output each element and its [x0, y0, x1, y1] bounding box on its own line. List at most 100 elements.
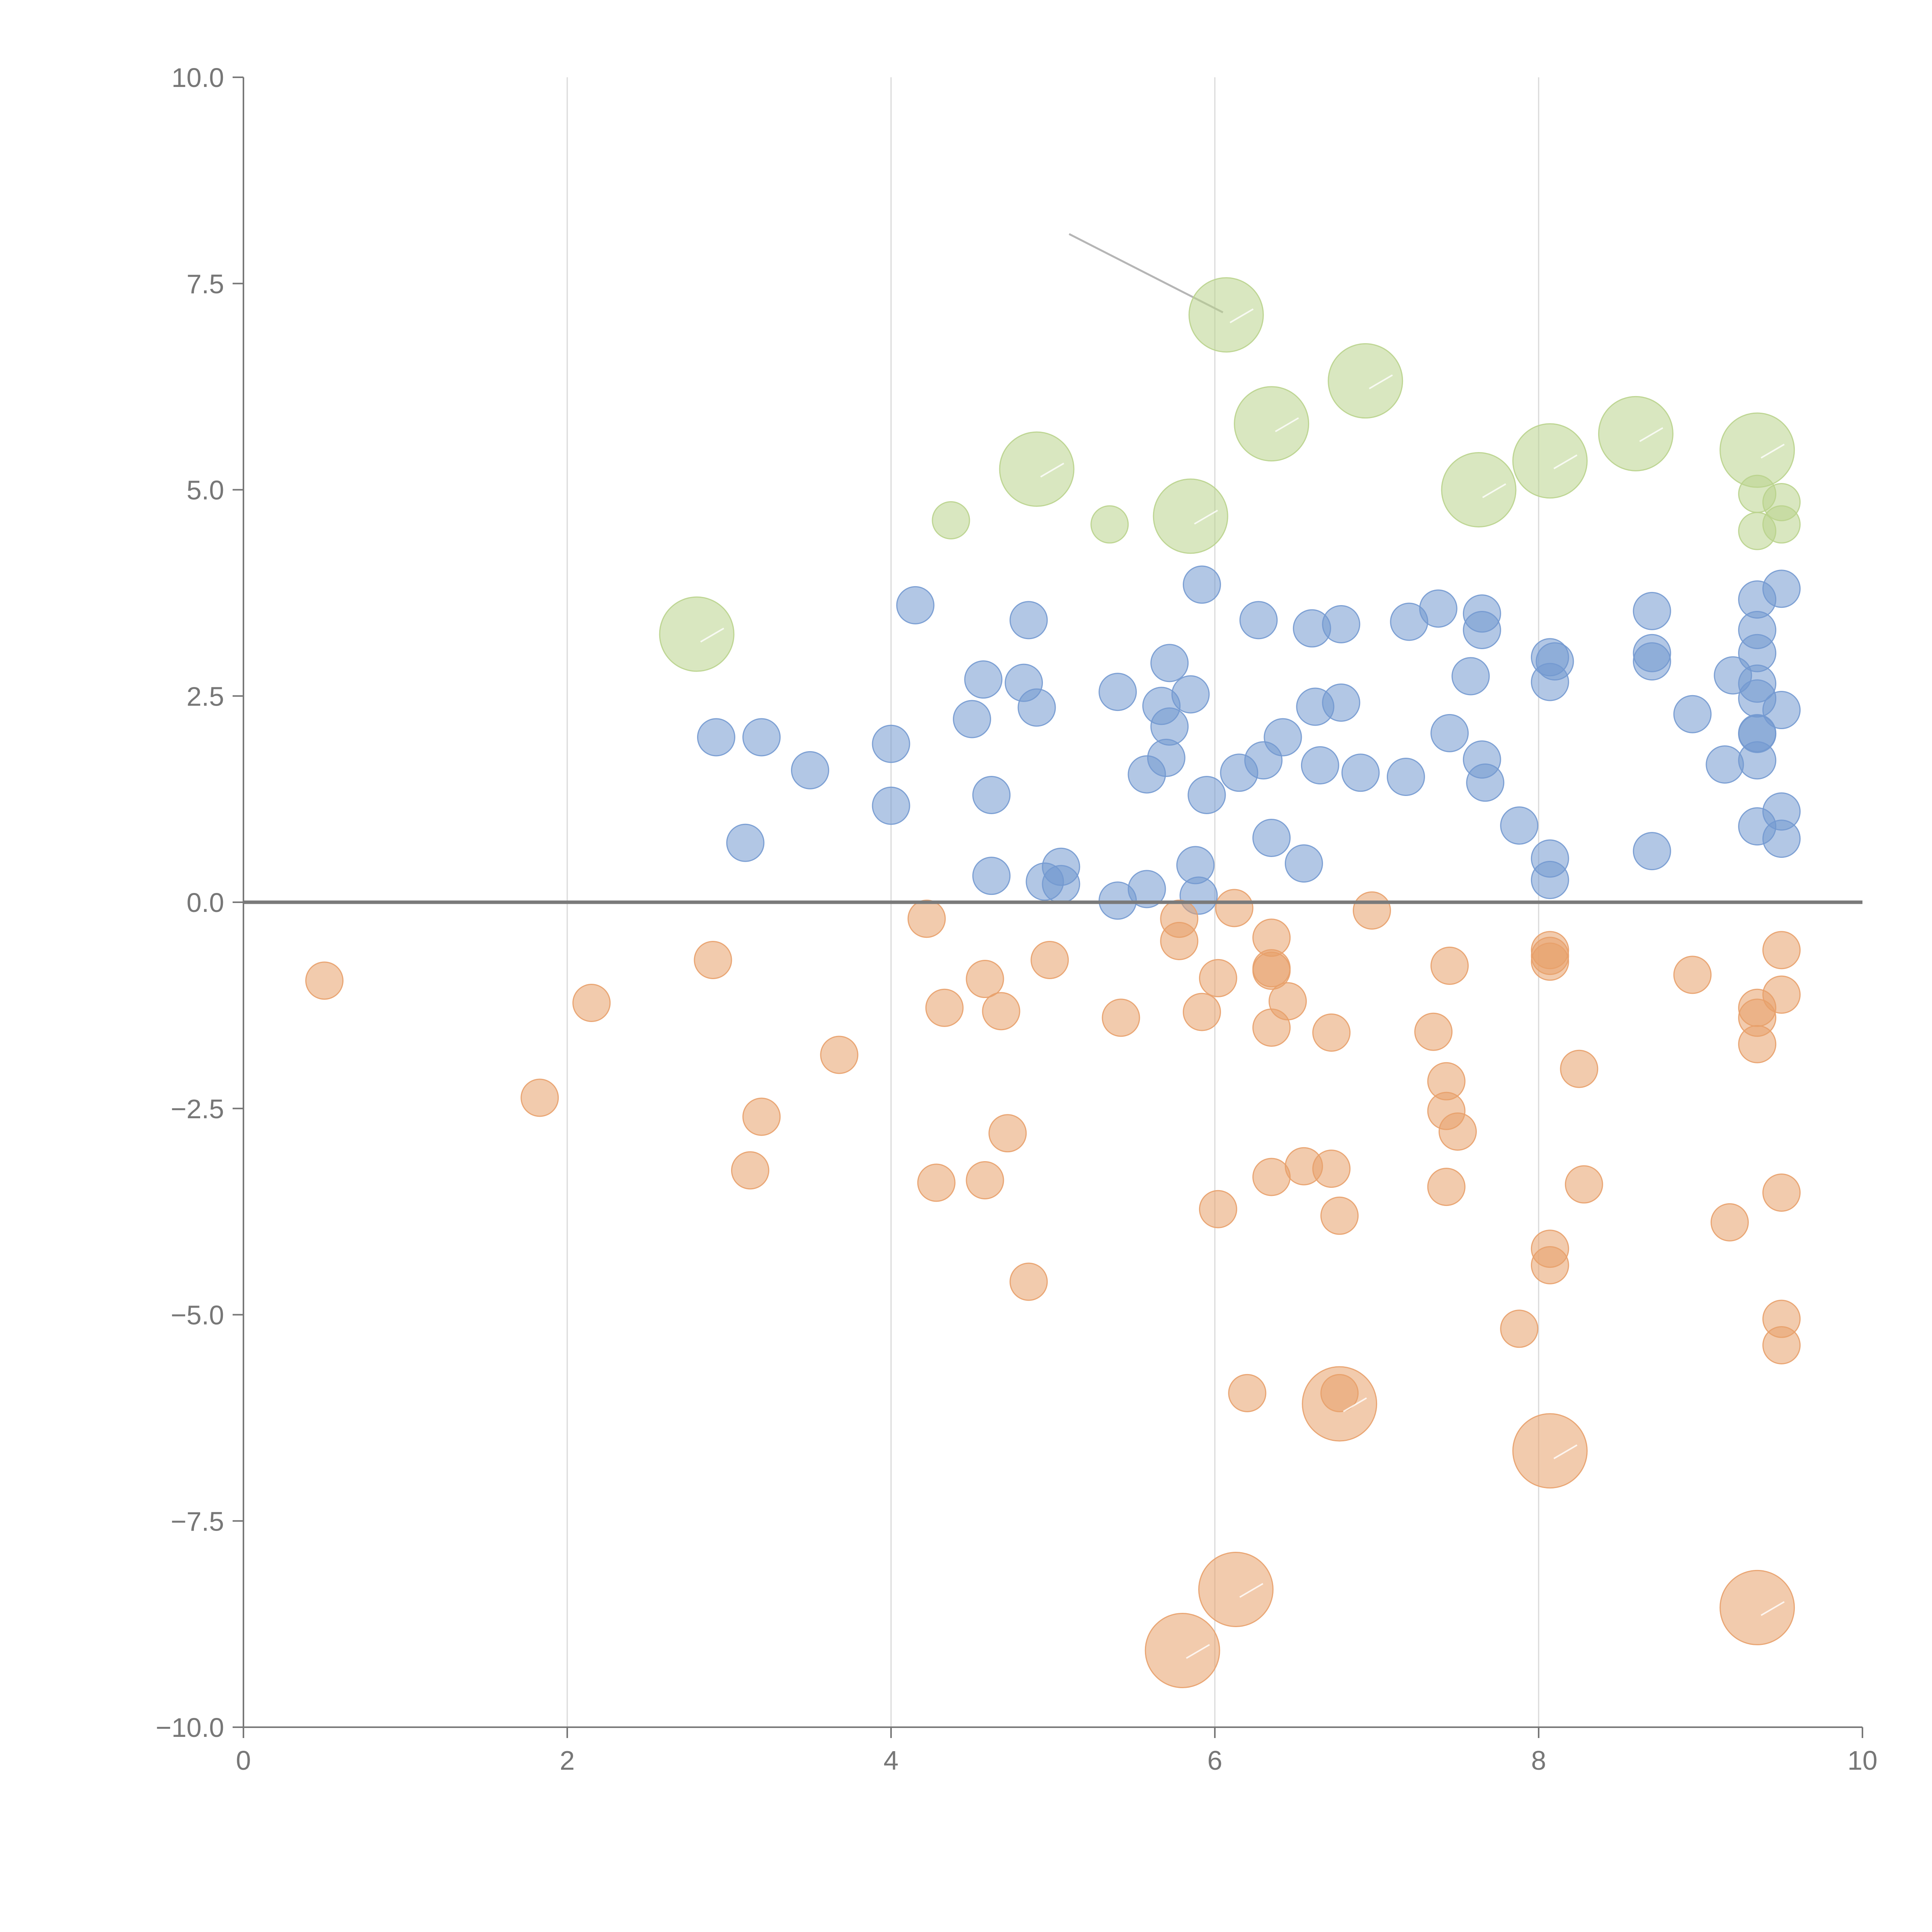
orange-bubble-highlight: [1343, 1397, 1367, 1412]
blue-data-point: [1531, 861, 1569, 899]
orange-data-point: [1145, 1612, 1220, 1688]
blue-data-point: [1099, 673, 1137, 711]
blue-data-point: [1182, 565, 1221, 604]
y-tick-label: 10.0: [172, 63, 224, 93]
green-bubble-highlight: [1230, 308, 1254, 323]
green-bubble-highlight: [1275, 417, 1299, 432]
blue-data-point: [1264, 718, 1302, 757]
orange-data-point: [917, 1163, 956, 1202]
green-data-point: [1153, 478, 1228, 554]
blue-data-point: [896, 586, 935, 624]
y-tick-label: −2.5: [171, 1094, 224, 1124]
green-bubble-highlight: [700, 628, 724, 643]
blue-data-point: [1252, 818, 1291, 857]
green-data-point: [932, 501, 970, 539]
orange-data-point: [1302, 1366, 1378, 1442]
blue-data-point: [791, 751, 829, 789]
blue-data-point: [972, 857, 1011, 895]
orange-data-point: [1199, 1190, 1237, 1228]
green-data-point: [1188, 277, 1264, 353]
blue-data-point: [1284, 844, 1323, 883]
green-data-point: [1090, 505, 1129, 544]
blue-data-point: [1500, 806, 1539, 845]
orange-data-point: [966, 1161, 1004, 1199]
blue-data-point: [1419, 589, 1458, 628]
x-tick-label: 0: [236, 1745, 251, 1776]
orange-data-point: [1414, 1012, 1453, 1051]
orange-data-point: [1160, 922, 1199, 960]
blue-data-point: [1738, 741, 1777, 780]
orange-data-point: [1228, 1374, 1267, 1412]
blue-data-point: [1009, 601, 1048, 639]
x-tick-label: 10: [1847, 1745, 1878, 1776]
orange-data-point: [982, 992, 1020, 1031]
blue-data-point: [1386, 757, 1425, 796]
orange-data-point: [572, 983, 611, 1022]
blue-data-point: [1633, 832, 1671, 871]
orange-data-point: [1252, 1158, 1291, 1196]
orange-data-point: [1762, 1173, 1801, 1212]
orange-data-point: [731, 1151, 769, 1190]
blue-data-point: [872, 786, 910, 825]
blue-data-point: [1301, 746, 1339, 785]
green-data-point: [659, 596, 735, 672]
x-tick-label: 4: [884, 1745, 899, 1776]
green-bubble-highlight: [1553, 454, 1578, 469]
orange-data-point: [1719, 1570, 1795, 1645]
orange-data-point: [1252, 951, 1291, 990]
blue-data-point: [1673, 695, 1712, 733]
orange-data-point: [907, 900, 946, 938]
orange-data-point: [988, 1114, 1027, 1153]
green-data-point: [1234, 386, 1310, 462]
blue-data-point: [1128, 870, 1166, 908]
green-bubble-highlight: [1760, 444, 1785, 459]
orange-bubble-highlight: [1186, 1644, 1210, 1659]
x-tick-label: 8: [1531, 1745, 1546, 1776]
orange-data-point: [1031, 940, 1069, 979]
blue-data-point: [697, 718, 735, 757]
orange-data-point: [1009, 1262, 1048, 1301]
orange-data-point: [1500, 1310, 1539, 1348]
orange-data-point: [1215, 889, 1253, 927]
y-tick-label: −5.0: [171, 1300, 224, 1330]
blue-data-point: [1633, 642, 1671, 681]
orange-data-point: [305, 961, 344, 1000]
blue-data-point: [1147, 738, 1185, 777]
blue-data-point: [1187, 776, 1226, 814]
data-points: [305, 233, 1801, 1688]
blue-data-point: [964, 660, 1003, 699]
blue-data-point: [1531, 663, 1569, 701]
green-bubble-highlight: [1369, 374, 1393, 389]
orange-data-point: [1512, 1413, 1588, 1489]
orange-data-point: [1565, 1165, 1603, 1204]
x-tick-label: 6: [1208, 1745, 1223, 1776]
orange-data-point: [820, 1036, 859, 1074]
blue-data-point: [1430, 714, 1469, 752]
orange-data-point: [1312, 1013, 1351, 1052]
orange-data-point: [1352, 891, 1391, 930]
orange-data-point: [925, 988, 964, 1027]
orange-data-point: [1673, 956, 1712, 994]
blue-data-point: [1171, 675, 1210, 714]
green-data-point: [1512, 423, 1588, 499]
blue-data-point: [1762, 570, 1801, 608]
green-data-point: [1719, 412, 1795, 488]
orange-data-point: [1199, 959, 1237, 997]
orange-data-point: [520, 1078, 559, 1117]
orange-data-point: [1427, 1168, 1466, 1206]
orange-data-point: [742, 1097, 781, 1136]
blue-data-point: [726, 823, 765, 862]
blue-data-point: [1762, 820, 1801, 858]
y-tick-label: −7.5: [171, 1506, 224, 1536]
green-data-point: [1328, 343, 1403, 419]
blue-data-point: [1451, 657, 1490, 696]
orange-data-point: [1269, 982, 1307, 1020]
orange-data-point: [1182, 993, 1221, 1031]
orange-bubble-highlight: [1239, 1583, 1264, 1598]
blue-data-point: [1239, 601, 1278, 639]
y-tick-label: 5.0: [187, 475, 224, 505]
green-data-point: [1762, 505, 1801, 544]
orange-data-point: [966, 960, 1004, 998]
y-tick-label: −10.0: [156, 1713, 224, 1743]
